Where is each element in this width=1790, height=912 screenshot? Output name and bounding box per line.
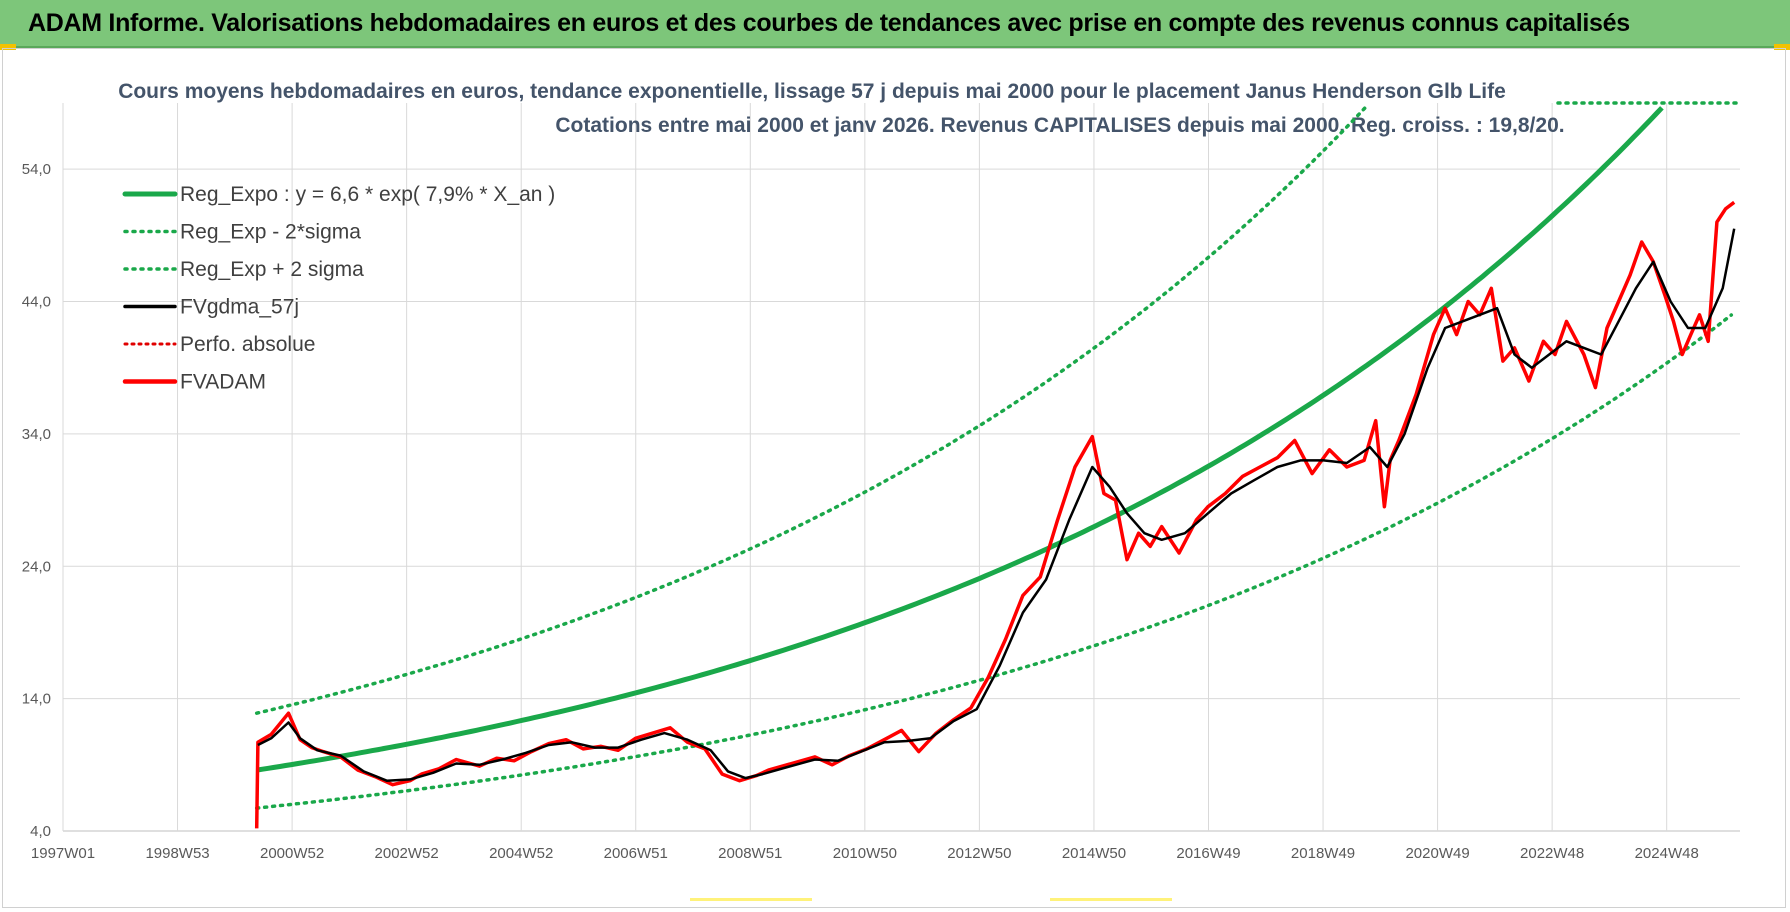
x-tick-label: 2012W50 <box>947 845 1011 862</box>
series-layer <box>254 101 1742 829</box>
banner: ADAM Informe. Valorisations hebdomadaire… <box>0 0 1790 48</box>
y-axis: 4,0 14,0 24,0 34,0 44,0 54,0 <box>22 161 51 840</box>
legend-label-reg_expo: Reg_Expo : y = 6,6 * exp( 7,9% * X_an ) <box>180 183 555 206</box>
x-tick-label: 2000W52 <box>260 845 324 862</box>
y-tick-label: 24,0 <box>22 558 51 575</box>
x-axis: 1997W01 1998W53 2000W52 2002W52 2004W52 2006W… <box>31 845 1699 862</box>
series-fvadam <box>254 200 1736 829</box>
y-tick-label: 44,0 <box>22 294 51 311</box>
chart-frame <box>2 48 1786 908</box>
legend-label-perfo: Perfo. absolue <box>180 333 315 356</box>
x-tick-label: 2006W51 <box>604 845 668 862</box>
x-tick-label: 2002W52 <box>375 845 439 862</box>
bottom-mark-2 <box>1050 898 1172 901</box>
legend-label-sigma_plus: Reg_Exp + 2 sigma <box>180 258 364 281</box>
corner-mark-left <box>0 44 16 50</box>
legend-label-fvgdma: FVgdma_57j <box>180 296 299 319</box>
x-tick-label: 1997W01 <box>31 845 95 862</box>
series-fvgdma-57j <box>257 228 1736 782</box>
legend-label-fvadam: FVADAM <box>180 371 266 394</box>
x-tick-label: 2010W50 <box>833 845 897 862</box>
x-tick-label: 2016W49 <box>1176 845 1240 862</box>
x-tick-label: 2014W50 <box>1062 845 1126 862</box>
legend-label-sigma_minus: Reg_Exp - 2*sigma <box>180 221 361 244</box>
y-tick-label: 34,0 <box>22 426 51 443</box>
x-tick-label: 2004W52 <box>489 845 553 862</box>
y-tick-label: 14,0 <box>22 691 51 708</box>
x-tick-label: 1998W53 <box>145 845 209 862</box>
corner-mark-right <box>1774 44 1790 50</box>
banner-title: ADAM Informe. Valorisations hebdomadaire… <box>28 9 1630 37</box>
x-tick-label: 2022W48 <box>1520 845 1584 862</box>
chart-subtitle-2: Cotations entre mai 2000 et janv 2026. R… <box>555 114 1564 137</box>
chart-subtitle-1: Cours moyens hebdomadaires en euros, ten… <box>118 80 1506 103</box>
y-tick-label: 54,0 <box>22 161 51 178</box>
bottom-mark-1 <box>690 898 812 901</box>
x-tick-label: 2024W48 <box>1635 845 1699 862</box>
series-reg-exp-minus-2-sigma <box>254 313 1734 810</box>
grid <box>62 103 1740 832</box>
legend: Reg_Expo : y = 6,6 * exp( 7,9% * X_an ) R… <box>122 183 555 394</box>
series-reg-exp-plus-2-sigma <box>254 104 1369 715</box>
y-tick-label: 4,0 <box>30 823 51 840</box>
series-reg-expo <box>256 106 1664 773</box>
x-tick-label: 2018W49 <box>1291 845 1355 862</box>
x-tick-label: 2008W51 <box>718 845 782 862</box>
x-tick-label: 2020W49 <box>1405 845 1469 862</box>
